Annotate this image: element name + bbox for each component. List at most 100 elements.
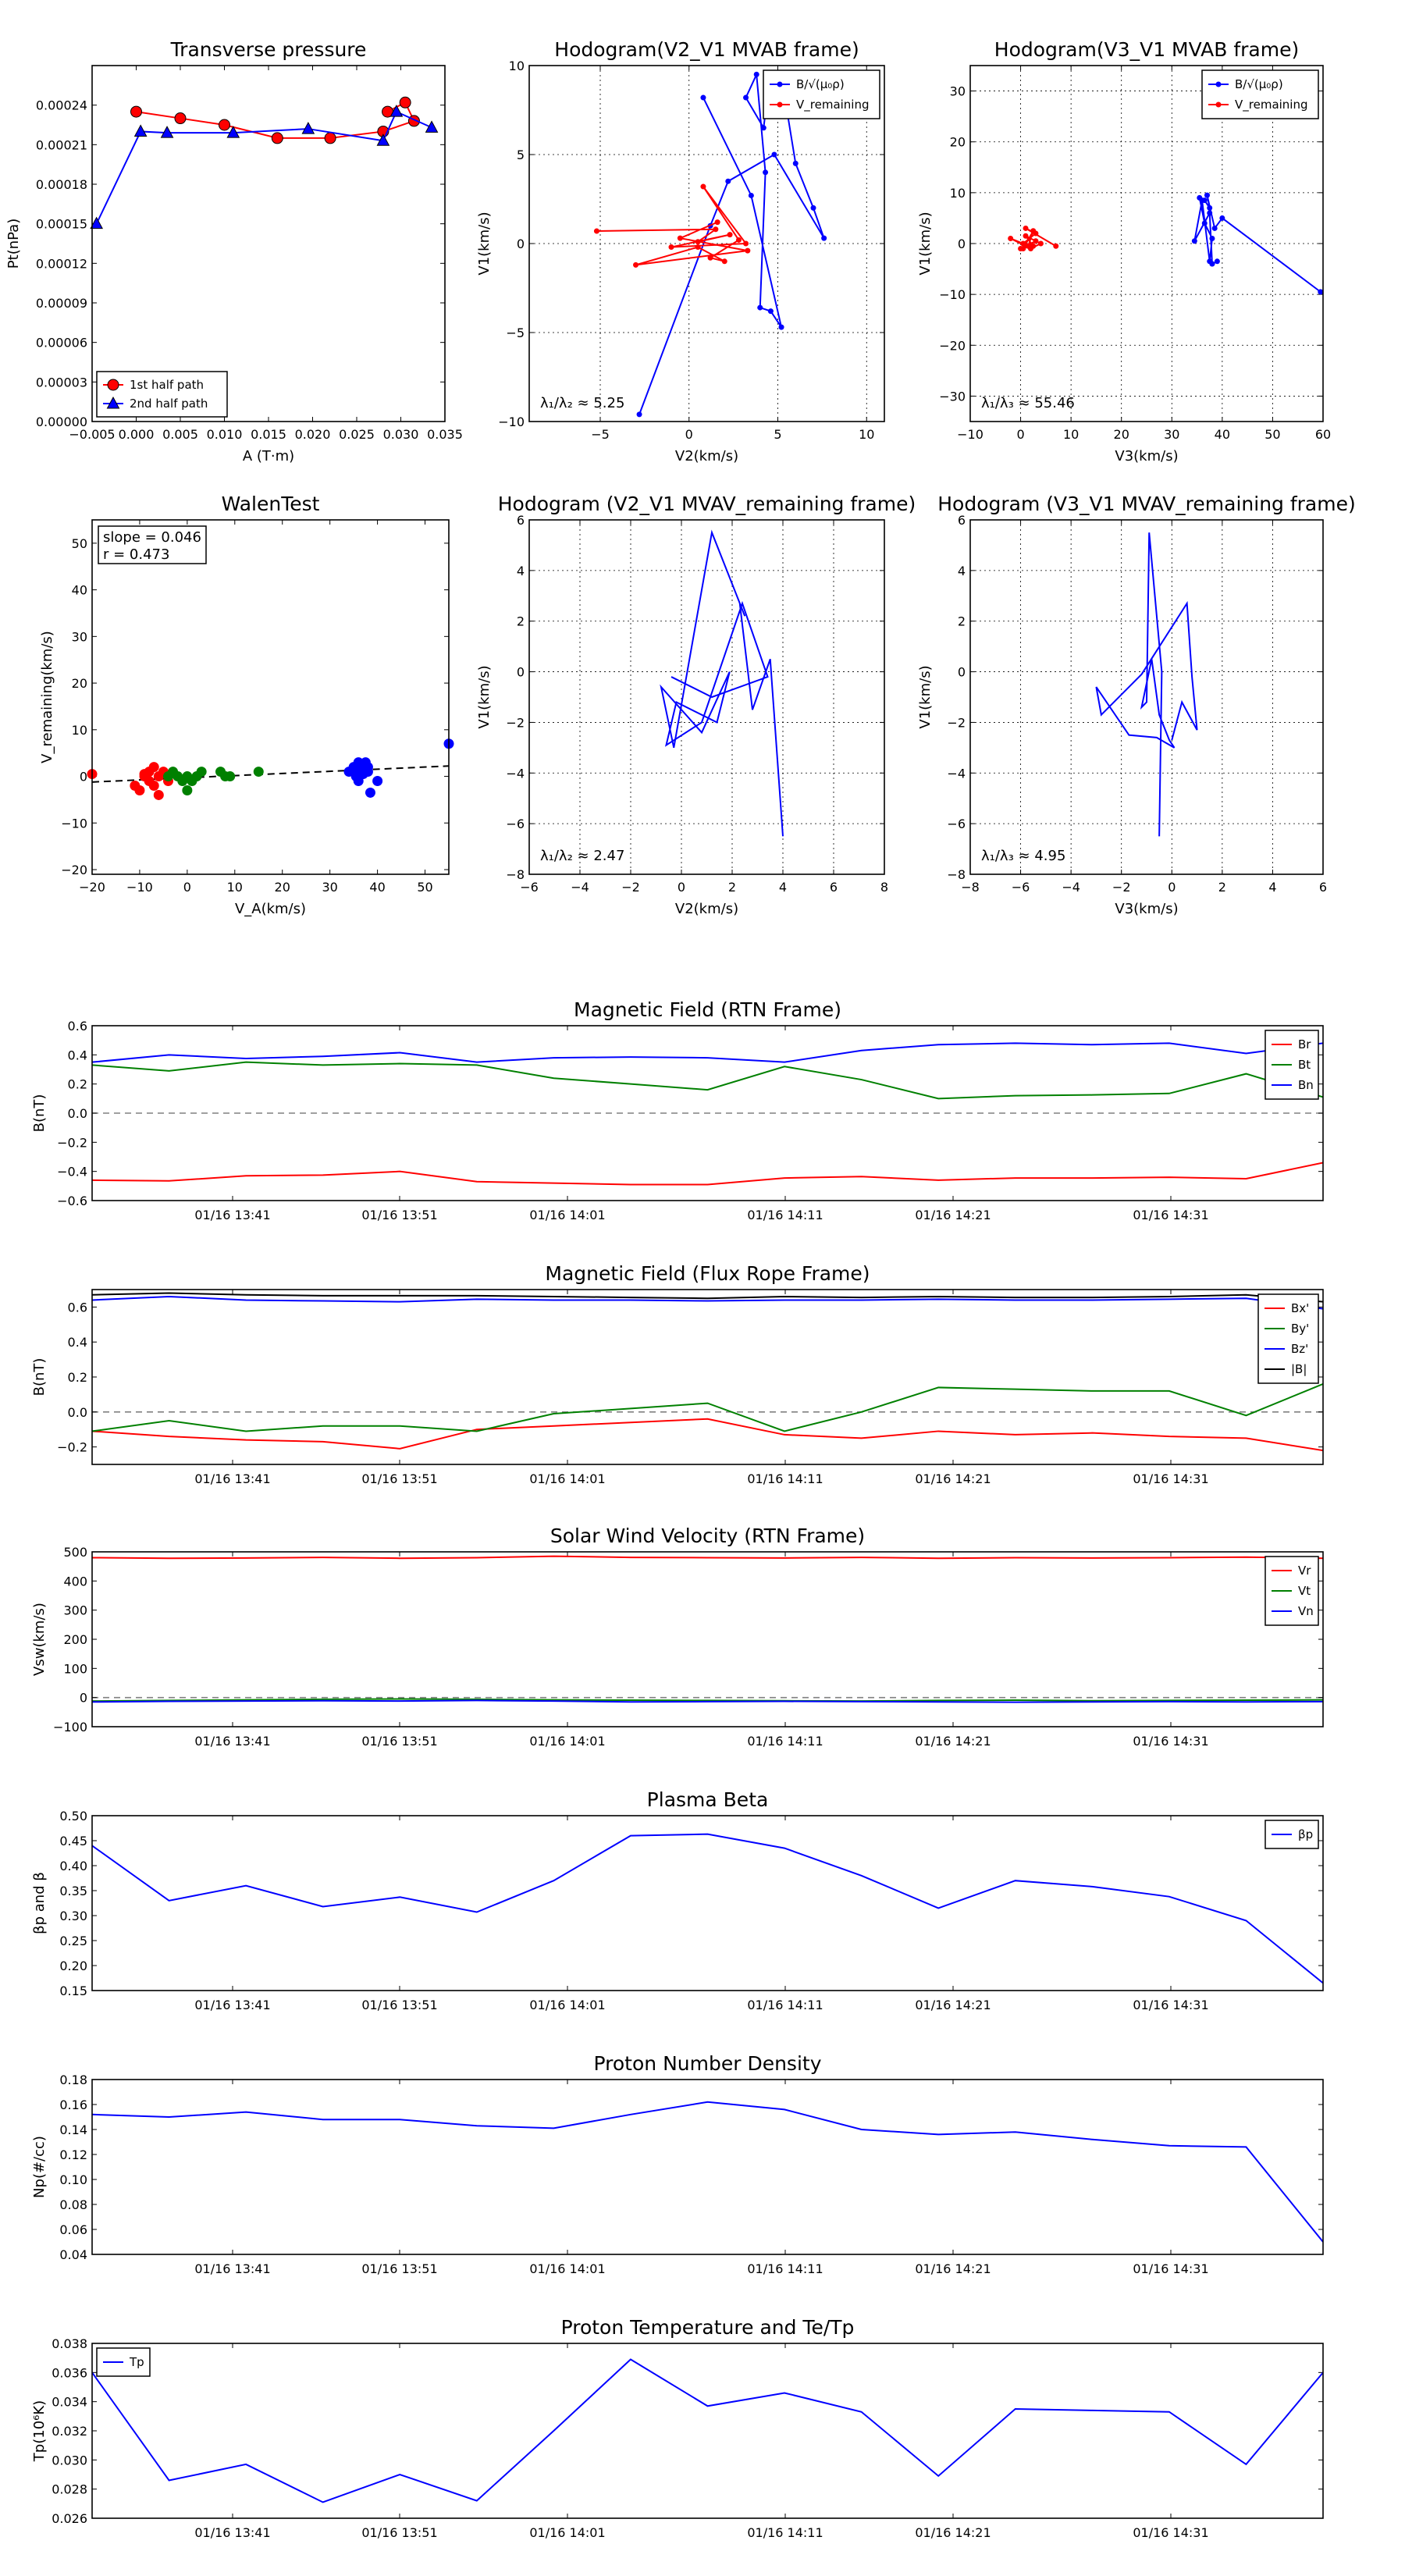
x-axis-label: V2(km/s) bbox=[675, 448, 738, 464]
x-tick-label: 0 bbox=[183, 880, 191, 895]
hodogram-v2v1-mvab-series-1-point bbox=[713, 226, 719, 233]
x-tick-label: 01/16 14:01 bbox=[529, 2525, 605, 2540]
hodogram-v2v1-mvab-chart: Hodogram(V2_V1 MVAB frame) −10 −5 0 5 10 −5 0 5 1… bbox=[476, 38, 885, 464]
x-tick-label: −5 bbox=[591, 427, 610, 442]
x-tick-label: 01/16 13:41 bbox=[194, 2261, 270, 2276]
y-tick-label: −100 bbox=[53, 1720, 87, 1735]
y-axis-label: Tp(10⁶K) bbox=[31, 2400, 48, 2462]
x-tick-label: 01/16 14:11 bbox=[747, 2525, 823, 2540]
hodogram-v3v1-mvab-series-1-point bbox=[1008, 235, 1014, 241]
eigenvalue-ratio: λ₁/λ₃ ≈ 55.46 bbox=[981, 395, 1075, 411]
legend-box bbox=[1201, 69, 1319, 119]
walen-test-series-1-point bbox=[225, 771, 236, 782]
x-tick-label: −2 bbox=[621, 880, 640, 895]
legend-label: V_remaining bbox=[796, 98, 870, 112]
y-tick-label: 0.0 bbox=[68, 1405, 87, 1420]
hodogram-v3v1-mvab-series-1-point bbox=[1030, 243, 1037, 249]
hodogram-v3v1-mvav-frame bbox=[969, 519, 1324, 875]
y-tick-label: 0.16 bbox=[59, 2097, 87, 2112]
magnetic-field-flux-rope-series-1-line bbox=[92, 1383, 1323, 1432]
transverse-pressure-series-0-point bbox=[219, 119, 230, 131]
proton-number-density-title: Proton Number Density bbox=[594, 2052, 822, 2075]
y-tick-label: −10 bbox=[498, 415, 525, 429]
y-tick-label: 0.00024 bbox=[36, 98, 87, 113]
y-axis-label: V1(km/s) bbox=[917, 212, 934, 275]
hodogram-v2v1-mvab-series-0-point bbox=[778, 324, 784, 330]
legend-label: Tp bbox=[129, 2355, 144, 2369]
transverse-pressure-series-0-point bbox=[174, 112, 187, 125]
y-tick-label: 5 bbox=[517, 148, 525, 162]
x-tick-label: 30 bbox=[322, 880, 337, 895]
legend-label: V_remaining bbox=[1235, 98, 1308, 112]
transverse-pressure-series-1-point bbox=[301, 122, 315, 134]
transverse-pressure-series-0-point bbox=[324, 132, 336, 144]
y-tick-label: 4 bbox=[517, 564, 525, 578]
y-tick-label: 0.032 bbox=[52, 2424, 87, 2439]
y-axis-label: V1(km/s) bbox=[917, 665, 934, 728]
hodogram-v2v1-mvab-title: Hodogram(V2_V1 MVAB frame) bbox=[554, 38, 859, 61]
hodogram-v2v1-mvab-series-0-point bbox=[792, 160, 799, 166]
x-tick-label: −6 bbox=[1012, 880, 1030, 895]
hodogram-v2v1-mvab-series-1-point bbox=[707, 254, 713, 261]
y-tick-label: 0.2 bbox=[68, 1370, 87, 1385]
hodogram-v2v1-mvab-series-1-point bbox=[745, 247, 751, 254]
y-tick-label: 0.04 bbox=[59, 2247, 87, 2262]
x-tick-label: 01/16 14:21 bbox=[915, 1734, 991, 1749]
hodogram-v3v1-mvab-series-0-point bbox=[1209, 235, 1215, 241]
proton-number-density-chart: Proton Number Density 0.04 0.06 0.08 0.10 0.1… bbox=[31, 2052, 1324, 2276]
transverse-pressure-series-1-point bbox=[226, 126, 240, 138]
hodogram-v2v1-mvab-series-0-point bbox=[810, 205, 816, 211]
legend-label: Vr bbox=[1298, 1564, 1311, 1578]
hodogram-v2v1-mvab-series-0-point bbox=[757, 304, 763, 311]
y-tick-label: −0.2 bbox=[57, 1135, 87, 1150]
x-tick-label: 01/16 14:21 bbox=[915, 1471, 991, 1486]
hodogram-v2v1-mvav-series-0-line bbox=[660, 529, 784, 837]
hodogram-v2v1-mvab-series-0-point bbox=[748, 192, 754, 198]
walen-test-series-0-point bbox=[148, 781, 159, 791]
y-tick-label: 0.14 bbox=[59, 2122, 87, 2137]
x-tick-label: 0.015 bbox=[251, 427, 286, 442]
legend-label: B/√(μ₀ρ) bbox=[796, 77, 845, 91]
hodogram-v2v1-mvab-series-0-point bbox=[753, 71, 759, 77]
y-tick-label: 0.12 bbox=[59, 2147, 87, 2162]
hodogram-v2v1-mvab-frame bbox=[528, 65, 885, 422]
proton-temperature-frame bbox=[91, 2343, 1324, 2519]
x-tick-label: 10 bbox=[227, 880, 243, 895]
y-tick-label: 0.4 bbox=[68, 1048, 87, 1062]
x-tick-label: 0 bbox=[1168, 880, 1176, 895]
hodogram-v3v1-mvab-series-0-point bbox=[1318, 289, 1324, 295]
y-tick-label: 0.00018 bbox=[36, 177, 87, 192]
walen-test-series-2-point bbox=[372, 776, 383, 787]
hodogram-v3v1-mvab-series-1-point bbox=[1023, 225, 1029, 231]
legend-label: By' bbox=[1291, 1322, 1309, 1336]
y-tick-label: 0.10 bbox=[59, 2172, 87, 2187]
hodogram-v3v1-mvab-series-1-point bbox=[1020, 246, 1026, 252]
hodogram-v2v1-mvab-series-0-point bbox=[767, 308, 774, 315]
hodogram-v2v1-mvab-series-0-point bbox=[821, 235, 827, 241]
hodogram-v2v1-mvab-series-1-point bbox=[735, 237, 742, 243]
y-tick-label: 0.00000 bbox=[36, 415, 87, 429]
y-tick-label: 0 bbox=[80, 1691, 87, 1706]
x-tick-label: 01/16 14:31 bbox=[1133, 1998, 1208, 2012]
x-tick-label: 01/16 14:11 bbox=[747, 1471, 823, 1486]
y-tick-label: 0.0 bbox=[68, 1106, 87, 1121]
magnetic-field-rtn-chart: Magnetic Field (RTN Frame) −0.6 −0.4 −0.2 0.… bbox=[31, 998, 1324, 1222]
legend-label: 1st half path bbox=[130, 378, 204, 392]
walen-test-series-0-point bbox=[148, 762, 159, 773]
y-tick-label: 0.00021 bbox=[36, 137, 87, 152]
proton-number-density-frame bbox=[91, 2079, 1324, 2255]
magnetic-field-flux-rope-chart: Magnetic Field (Flux Rope Frame) −0.2 0.0 0… bbox=[31, 1262, 1324, 1486]
y-tick-label: −6 bbox=[947, 817, 966, 831]
transverse-pressure-series-0-point bbox=[271, 132, 283, 144]
hodogram-v2v1-mvab-series-1-point bbox=[714, 219, 720, 226]
walen-test-series-0-point bbox=[134, 785, 145, 795]
x-tick-label: −0.005 bbox=[69, 427, 115, 442]
x-tick-label: 01/16 13:51 bbox=[361, 1734, 437, 1749]
hodogram-v3v1-mvab-chart: Hodogram(V3_V1 MVAB frame) −30 −20 −10 0 10 20… bbox=[917, 38, 1331, 464]
y-tick-label: 30 bbox=[950, 84, 966, 99]
x-tick-label: 4 bbox=[779, 880, 787, 895]
x-tick-label: 01/16 14:01 bbox=[529, 1998, 605, 2012]
y-tick-label: 0.00009 bbox=[36, 296, 87, 311]
hodogram-v3v1-mvav-chart: Hodogram (V3_V1 MVAV_remaining frame)−8−… bbox=[917, 493, 1356, 917]
